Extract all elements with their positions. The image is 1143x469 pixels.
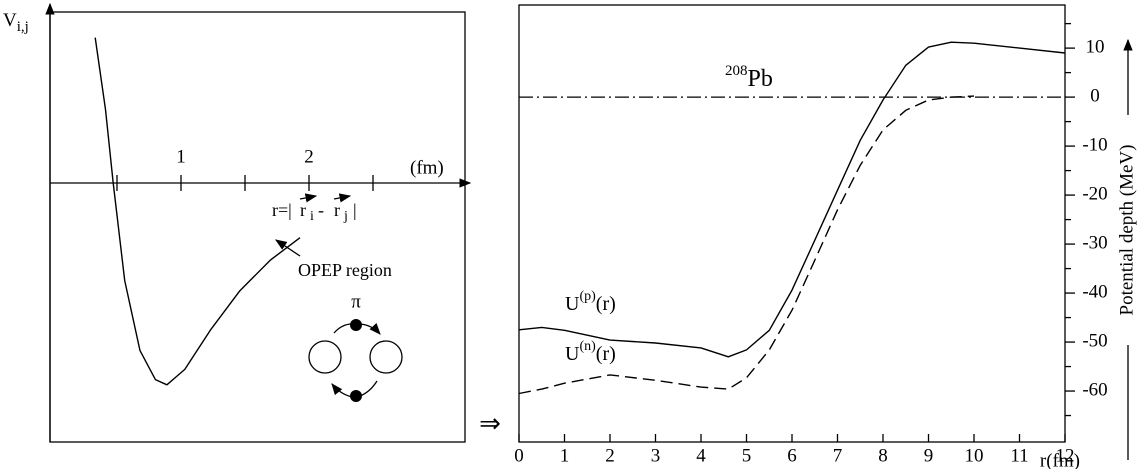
series-label: U(n)(r) [565, 339, 616, 364]
x-tick-label: 9 [924, 445, 934, 466]
data-line [518, 41, 1066, 358]
y-tick-label: -60 [1082, 379, 1107, 400]
x-tick-label: 1 [560, 445, 570, 466]
x-tick-label: 11 [1010, 445, 1028, 466]
series-label-part: (p) [579, 289, 596, 304]
annotation: OPEP region [298, 260, 392, 280]
vector-arrow [299, 193, 318, 203]
x-axis-label: r(fm) [1040, 450, 1080, 469]
x-tick-label: 6 [787, 445, 797, 466]
left-frame [49, 11, 466, 443]
chart-title: 208Pb [725, 63, 773, 91]
x-tick-label: 5 [742, 445, 752, 466]
annotation: π [351, 291, 361, 312]
y-tick-label: -50 [1082, 330, 1107, 351]
x-axis-label: (fm) [410, 157, 444, 178]
x-tick-label: 3 [651, 445, 661, 466]
annotation: i [310, 209, 314, 224]
annotation: - [318, 200, 324, 220]
data-line [94, 37, 301, 386]
x-tick-label: 4 [696, 445, 706, 466]
x-tick-label: 0 [514, 445, 524, 466]
series-label-part: (r) [596, 343, 616, 365]
series-label-part: (n) [579, 339, 596, 354]
series-label-part: U [565, 343, 580, 365]
chart-title-part: 208 [725, 63, 748, 79]
x-tick-label: 7 [833, 445, 843, 466]
annotation: r=| [272, 200, 292, 220]
data-line [518, 95, 975, 395]
series-label-part: U [565, 293, 580, 315]
pion-diagram [308, 319, 403, 402]
vector-arrow [333, 193, 352, 203]
y-tick-label: -20 [1082, 183, 1107, 204]
x-tick-label: 10 [965, 445, 984, 466]
connector-arrow: ⇒ [479, 409, 501, 438]
y-axis-label-part: i,j [17, 19, 29, 35]
x-tick-label: 8 [878, 445, 888, 466]
annotation-arrow [275, 239, 301, 257]
y-tick-label: 0 [1090, 85, 1100, 106]
x-tick-label: 1 [176, 146, 186, 167]
x-tick-label: 2 [605, 445, 615, 466]
series-label-part: (r) [596, 293, 616, 315]
y-axis-label: Potential depth (MeV) [1116, 145, 1137, 316]
y-axis-label-part: V [3, 10, 17, 31]
chart-title-part: Pb [748, 66, 773, 92]
y-tick-label: -30 [1082, 232, 1107, 253]
annotation: j [343, 209, 348, 224]
annotation: | [353, 200, 357, 220]
x-tick-label: 2 [304, 146, 314, 167]
series-label: U(p)(r) [565, 289, 616, 314]
y-tick-label: 10 [1086, 36, 1105, 57]
y-axis-label: Vi,j [3, 10, 29, 35]
annotation: r [300, 200, 306, 220]
x-tick-label: 12 [1056, 445, 1075, 466]
y-tick-label: -40 [1082, 281, 1107, 302]
annotation: r [334, 200, 340, 220]
y-tick-label: -10 [1082, 134, 1107, 155]
